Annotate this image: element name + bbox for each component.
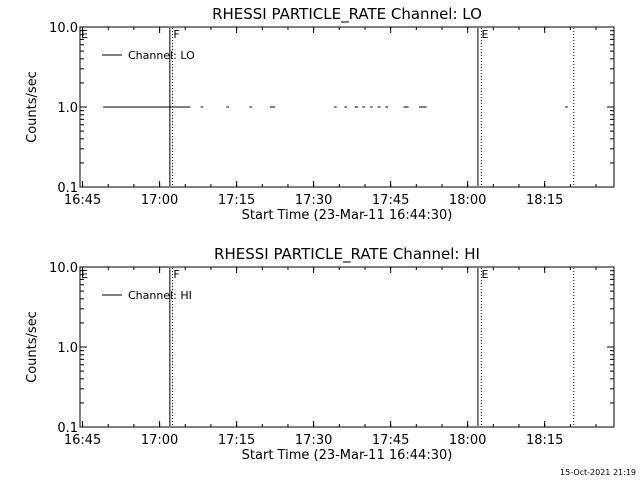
x-tick-label: 18:15 bbox=[526, 193, 563, 208]
x-tick-label: 18:00 bbox=[449, 193, 486, 208]
y-tick-label: 10.0 bbox=[49, 261, 78, 276]
flag-label: E bbox=[482, 268, 489, 281]
flag-label: F bbox=[173, 268, 179, 281]
x-tick-label: 16:45 bbox=[64, 193, 101, 208]
y-tick-label: 0.1 bbox=[57, 181, 78, 196]
y-tick-label: 1.0 bbox=[57, 101, 78, 116]
y-axis-label: Counts/sec bbox=[25, 311, 40, 383]
x-tick-label: 16:45 bbox=[64, 433, 101, 448]
flag-label: E bbox=[482, 28, 489, 41]
flag-label: E bbox=[81, 268, 88, 281]
y-tick-label: 10.0 bbox=[49, 21, 78, 36]
legend-label: Channel: LO bbox=[128, 49, 195, 62]
x-tick-label: 17:15 bbox=[218, 433, 255, 448]
x-tick-label: 17:00 bbox=[141, 193, 178, 208]
legend-label: Channel: HI bbox=[128, 289, 192, 302]
x-tick-label: 17:15 bbox=[218, 193, 255, 208]
x-axis-label: Start Time (23-Mar-11 16:44:30) bbox=[242, 208, 453, 223]
x-tick-label: 18:15 bbox=[526, 433, 563, 448]
flag-label: F bbox=[173, 28, 179, 41]
y-tick-label: 0.1 bbox=[57, 421, 78, 436]
hi-channel-panel: RHESSI PARTICLE_RATE Channel: HI 16:45 17:… bbox=[25, 245, 615, 463]
x-axis-label: Start Time (23-Mar-11 16:44:30) bbox=[242, 448, 453, 463]
flag-label: E bbox=[81, 28, 88, 41]
x-tick-label: 17:45 bbox=[372, 193, 409, 208]
x-tick-label: 17:30 bbox=[295, 193, 332, 208]
chart-title: RHESSI PARTICLE_RATE Channel: LO bbox=[212, 5, 482, 24]
x-tick-label: 17:30 bbox=[295, 433, 332, 448]
x-tick-label: 18:00 bbox=[449, 433, 486, 448]
footer-timestamp: 15-Oct-2021 21:19 bbox=[560, 468, 636, 477]
x-tick-label: 17:00 bbox=[141, 433, 178, 448]
x-tick-label: 17:45 bbox=[372, 433, 409, 448]
y-tick-label: 1.0 bbox=[57, 341, 78, 356]
chart-title: RHESSI PARTICLE_RATE Channel: HI bbox=[214, 245, 480, 264]
y-axis-label: Counts/sec bbox=[25, 71, 40, 143]
lo-channel-panel: RHESSI PARTICLE_RATE Channel: LO 16:45 17:… bbox=[25, 5, 615, 223]
